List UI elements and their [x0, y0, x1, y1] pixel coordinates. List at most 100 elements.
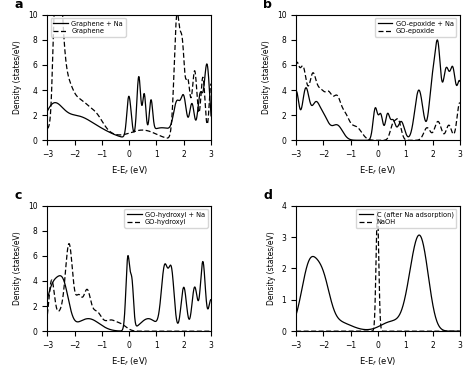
GO-epoxide + Na [389, 117, 394, 122]
GO-hydroxyl + Na [117, 329, 123, 333]
Text: b: b [264, 0, 272, 11]
Graphene [51, 13, 57, 17]
GO-epoxide [398, 124, 403, 128]
GO-epoxide [393, 117, 399, 122]
Graphene [164, 136, 170, 140]
GO-hydroxyl [144, 329, 150, 333]
Graphene [55, 13, 61, 17]
GO-hydroxyl + Na [45, 297, 50, 301]
GO-hydroxyl [140, 329, 146, 333]
Line: GO-hydroxyl: GO-hydroxyl [47, 244, 211, 331]
GO-epoxide + Na [434, 38, 440, 42]
Line: Graphene: Graphene [47, 15, 211, 138]
NaOH [434, 329, 440, 333]
C (after Na adsorption) [457, 329, 463, 333]
NaOH [293, 329, 299, 333]
Legend: C (after Na adsorption), NaOH: C (after Na adsorption), NaOH [356, 209, 456, 228]
Graphene + Na [144, 120, 150, 124]
C (after Na adsorption) [398, 311, 403, 315]
Graphene [144, 128, 150, 133]
Graphene + Na [204, 62, 210, 66]
Graphene + Na [140, 100, 146, 105]
GO-hydroxyl + Na [125, 253, 131, 258]
Graphene + Na [208, 114, 214, 118]
Y-axis label: Density (states/eV): Density (states/eV) [267, 231, 276, 305]
NaOH [389, 329, 394, 333]
Legend: GO-hydroxyl + Na, GO-hydroxyl: GO-hydroxyl + Na, GO-hydroxyl [124, 209, 208, 228]
C (after Na adsorption) [388, 319, 394, 323]
Graphene [140, 128, 146, 132]
NaOH [418, 329, 423, 333]
NaOH [398, 329, 403, 333]
GO-hydroxyl + Na [208, 297, 214, 302]
C (after Na adsorption) [434, 320, 440, 325]
Text: c: c [15, 189, 22, 202]
Line: GO-epoxide: GO-epoxide [296, 62, 460, 140]
GO-hydroxyl [186, 329, 191, 333]
NaOH [393, 329, 399, 333]
Graphene + Na [55, 101, 60, 106]
GO-hydroxyl [66, 241, 72, 246]
Graphene [208, 82, 214, 86]
Y-axis label: Density (states/eV): Density (states/eV) [13, 231, 22, 305]
Graphene [186, 81, 191, 85]
Graphene [149, 130, 155, 134]
Graphene [169, 114, 175, 119]
GO-epoxide + Na [293, 89, 299, 93]
NaOH [457, 329, 463, 333]
Legend: Graphene + Na, Graphene: Graphene + Na, Graphene [51, 18, 126, 37]
Graphene [45, 126, 50, 131]
Line: C (after Na adsorption): C (after Na adsorption) [296, 235, 460, 331]
GO-epoxide + Na [303, 85, 309, 90]
Text: d: d [264, 189, 272, 202]
C (after Na adsorption) [303, 267, 309, 271]
X-axis label: E-E$_f$ (eV): E-E$_f$ (eV) [359, 355, 397, 368]
GO-epoxide [303, 79, 309, 83]
Graphene + Na [169, 120, 174, 124]
Line: GO-hydroxyl + Na: GO-hydroxyl + Na [47, 255, 211, 331]
GO-hydroxyl [55, 308, 60, 313]
X-axis label: E-E$_f$ (eV): E-E$_f$ (eV) [110, 164, 148, 177]
X-axis label: E-E$_f$ (eV): E-E$_f$ (eV) [110, 355, 148, 368]
GO-epoxide [294, 60, 300, 64]
Graphene + Na [149, 101, 155, 105]
C (after Na adsorption) [416, 233, 422, 237]
GO-hydroxyl [149, 329, 155, 333]
Graphene + Na [119, 135, 125, 139]
GO-hydroxyl + Na [144, 316, 150, 321]
C (after Na adsorption) [392, 317, 398, 322]
GO-epoxide + Na [418, 91, 423, 96]
Graphene + Na [45, 109, 50, 113]
GO-epoxide [293, 63, 299, 67]
GO-epoxide + Na [398, 119, 403, 124]
Y-axis label: Density (states/eV): Density (states/eV) [13, 40, 22, 114]
NaOH [303, 329, 309, 333]
NaOH [374, 210, 380, 214]
GO-hydroxyl [45, 312, 50, 316]
GO-epoxide [409, 138, 414, 142]
Text: a: a [15, 0, 23, 11]
GO-epoxide + Na [393, 123, 399, 128]
GO-epoxide [435, 119, 440, 124]
GO-hydroxyl + Na [55, 275, 60, 279]
GO-epoxide + Na [435, 38, 440, 42]
GO-hydroxyl + Na [149, 318, 155, 322]
GO-epoxide [389, 125, 394, 129]
GO-epoxide + Na [457, 79, 463, 83]
GO-epoxide [457, 100, 463, 105]
GO-hydroxyl + Na [140, 319, 146, 323]
Legend: GO-epoxide + Na, GO-epoxide: GO-epoxide + Na, GO-epoxide [375, 18, 456, 37]
GO-hydroxyl [169, 329, 174, 333]
GO-epoxide [418, 136, 423, 141]
GO-epoxide + Na [361, 138, 366, 142]
Line: Graphene + Na: Graphene + Na [47, 64, 211, 137]
Line: NaOH: NaOH [296, 212, 460, 331]
GO-hydroxyl + Na [186, 316, 191, 321]
Graphene + Na [186, 115, 191, 119]
GO-hydroxyl + Na [169, 268, 175, 272]
C (after Na adsorption) [418, 234, 423, 238]
X-axis label: E-E$_f$ (eV): E-E$_f$ (eV) [359, 164, 397, 177]
GO-hydroxyl [208, 329, 214, 333]
C (after Na adsorption) [293, 312, 299, 317]
Y-axis label: Density (states/eV): Density (states/eV) [262, 40, 271, 114]
